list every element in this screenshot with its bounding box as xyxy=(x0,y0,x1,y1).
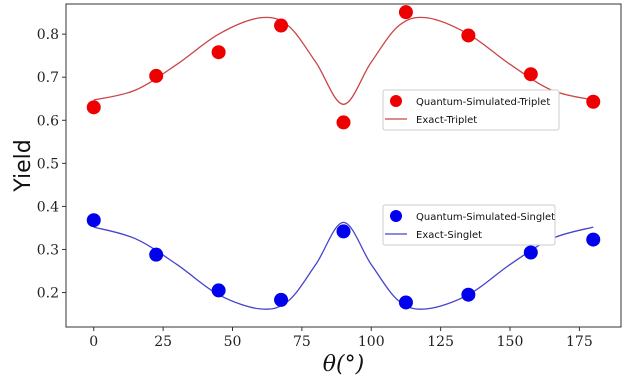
legend-middle-right: Quantum-Simulated-Triplet Exact-Triplet xyxy=(382,89,560,131)
y-tick-label: 0.4 xyxy=(37,199,59,215)
point-quantum-simulated-singlet xyxy=(149,247,164,262)
x-tick-label: 150 xyxy=(497,334,524,350)
y-tick-label: 0.7 xyxy=(37,70,59,86)
axes-ticks: 0 25 50 75 100 125 150 175 0.2 0.3 0.4 0.5 0.6 0.7 0.8 xyxy=(37,27,593,350)
point-quantum-simulated-singlet xyxy=(461,287,476,302)
legend-box xyxy=(382,89,560,131)
x-tick-label: 75 xyxy=(293,334,311,350)
point-quantum-simulated-triplet xyxy=(274,18,289,33)
point-quantum-simulated-singlet xyxy=(586,232,601,247)
y-tick-label: 0.3 xyxy=(37,242,59,258)
y-tick-label: 0.8 xyxy=(37,27,59,43)
legend-label: Exact-Triplet xyxy=(416,115,477,126)
series-line-exact-triplet xyxy=(93,16,594,106)
point-quantum-simulated-triplet xyxy=(586,94,601,109)
point-quantum-simulated-triplet xyxy=(211,45,226,60)
point-quantum-simulated-triplet xyxy=(398,5,413,20)
legend-label: Quantum-Simulated-Singlet xyxy=(416,212,555,223)
point-quantum-simulated-triplet xyxy=(523,67,538,82)
y-tick-label: 0.2 xyxy=(37,286,59,302)
x-tick-label: 100 xyxy=(358,334,385,350)
legend-marker xyxy=(390,210,402,222)
x-tick-label: 50 xyxy=(224,334,242,350)
x-axis-title: θ(°) xyxy=(323,352,364,377)
point-quantum-simulated-singlet xyxy=(86,213,101,228)
legend-lower-right: Quantum-Simulated-Singlet Exact-Singlet xyxy=(382,204,556,246)
x-tick-label: 25 xyxy=(154,334,172,350)
point-quantum-simulated-singlet xyxy=(523,245,538,260)
point-quantum-simulated-singlet xyxy=(336,224,351,239)
y-tick-label: 0.5 xyxy=(37,156,59,172)
point-quantum-simulated-triplet xyxy=(149,68,164,83)
x-tick-label: 125 xyxy=(427,334,454,350)
x-tick-label: 175 xyxy=(566,334,593,350)
point-quantum-simulated-singlet xyxy=(398,295,413,310)
legend-box xyxy=(382,204,556,246)
point-quantum-simulated-singlet xyxy=(211,283,226,298)
point-quantum-simulated-triplet xyxy=(461,28,476,43)
point-quantum-simulated-singlet xyxy=(274,292,289,307)
y-tick-label: 0.6 xyxy=(37,113,59,129)
plot-area xyxy=(86,5,601,310)
legend-marker xyxy=(390,95,402,107)
y-axis-title: Yield xyxy=(11,139,36,192)
point-quantum-simulated-triplet xyxy=(336,115,351,130)
legends: Quantum-Simulated-TripletExact-TripletQu… xyxy=(382,89,560,246)
legend-label: Exact-Singlet xyxy=(416,230,482,241)
plot-frame xyxy=(65,3,622,328)
point-quantum-simulated-triplet xyxy=(86,100,101,115)
legend-label: Quantum-Simulated-Triplet xyxy=(416,97,550,108)
series-line-exact-singlet xyxy=(93,221,594,310)
x-tick-label: 0 xyxy=(89,334,98,350)
